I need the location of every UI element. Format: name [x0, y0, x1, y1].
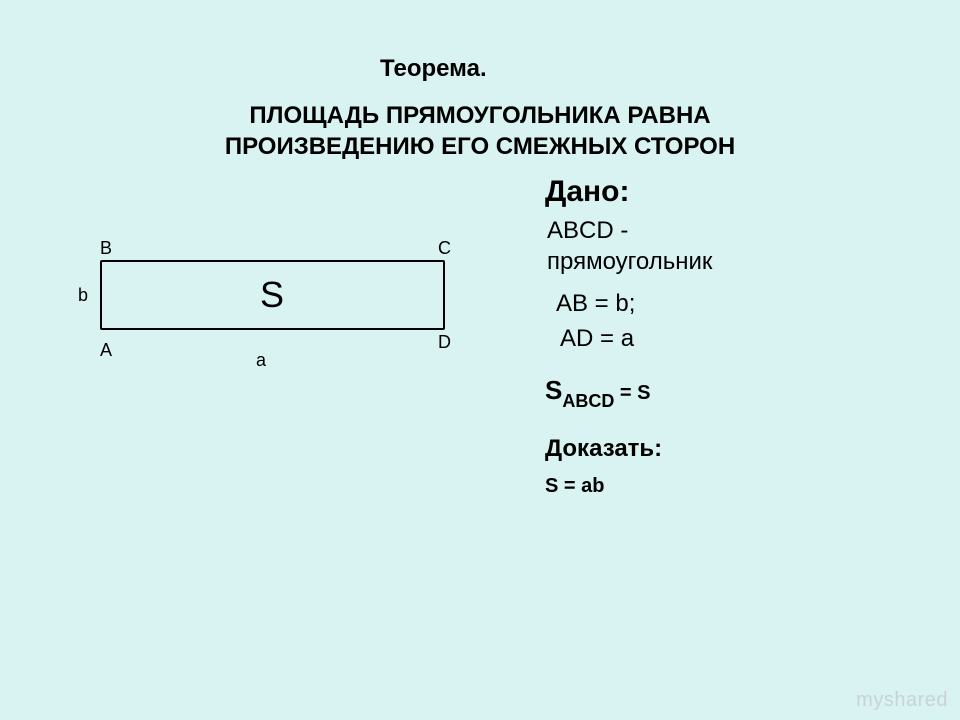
- vertex-label-C: C: [438, 238, 451, 259]
- given-s-abcd: SABCD = S: [545, 375, 650, 410]
- given-abcd-line1: ABCD -: [547, 217, 628, 244]
- side-label-a: a: [256, 350, 266, 371]
- side-label-b: b: [78, 285, 88, 306]
- given-title: Дано:: [545, 175, 630, 209]
- theorem-line-2: ПРОИЗВЕДЕНИЮ ЕГО СМЕЖНЫХ СТОРОН: [225, 133, 735, 160]
- given-abcd-line2: прямоугольник: [547, 248, 712, 275]
- s-equals: = S: [614, 382, 650, 404]
- watermark: myshared: [856, 689, 948, 712]
- s-subscript: ABCD: [562, 391, 614, 411]
- slide-root: Теорема. ПЛОЩАДЬ ПРЯМОУГОЛЬНИКА РАВНА ПР…: [0, 0, 960, 720]
- theorem-title: Теорема.: [380, 55, 487, 83]
- vertex-label-A: A: [100, 340, 112, 361]
- s-letter: S: [545, 375, 562, 405]
- prove-title: Доказать:: [545, 435, 662, 463]
- vertex-label-B: B: [100, 238, 112, 259]
- given-ab: AB = b;: [556, 290, 635, 318]
- given-ad: AD = a: [560, 325, 634, 353]
- given-abcd: ABCD - прямоугольник: [547, 215, 712, 277]
- vertex-label-D: D: [438, 332, 451, 353]
- theorem-line-1: ПЛОЩАДЬ ПРЯМОУГОЛЬНИКА РАВНА: [249, 102, 710, 129]
- rectangle-area-label: S: [260, 274, 284, 316]
- prove-equation: S = ab: [545, 475, 604, 498]
- rectangle-diagram: S: [100, 260, 445, 330]
- watermark-part2: shared: [884, 689, 948, 711]
- theorem-statement: ПЛОЩАДЬ ПРЯМОУГОЛЬНИКА РАВНА ПРОИЗВЕДЕНИ…: [0, 100, 960, 162]
- watermark-part1: my: [856, 689, 884, 711]
